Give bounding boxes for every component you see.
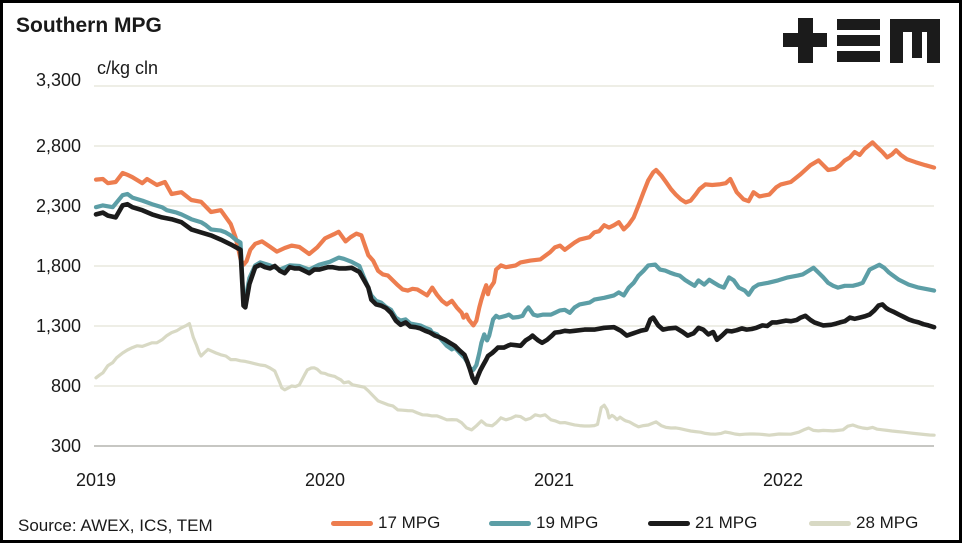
series-line-28-mpg [94, 322, 936, 437]
x-tick-label: 2022 [762, 470, 804, 490]
y-tick-label: 800 [50, 376, 81, 396]
y-axis-unit-label: c/kg cln [97, 58, 159, 78]
source-note: Source: AWEX, ICS, TEM [18, 516, 213, 535]
legend-label-21-mpg: 21 MPG [695, 513, 758, 532]
y-tick-label: 3,300 [35, 70, 81, 90]
y-tick-label: 2,800 [35, 136, 81, 156]
series-line-17-mpg [93, 140, 937, 328]
legend-swatch-19-mpg [489, 520, 531, 526]
series-line-21-mpg [93, 201, 937, 386]
line-chart [93, 85, 937, 447]
legend-item-21-mpg: 21 MPG [648, 513, 757, 533]
legend-item-19-mpg: 19 MPG [489, 513, 598, 533]
legend-item-28-mpg: 28 MPG [809, 513, 918, 533]
legend-label-19-mpg: 19 MPG [536, 513, 599, 532]
tem-logo [783, 18, 940, 63]
y-tick-label: 300 [50, 436, 81, 456]
y-tick-label: 1,800 [35, 256, 81, 276]
y-tick-label: 1,300 [35, 316, 81, 336]
x-tick-label: 2021 [533, 470, 575, 490]
legend-label-28-mpg: 28 MPG [856, 513, 919, 532]
legend-swatch-28-mpg [809, 520, 851, 526]
y-tick-label: 2,300 [35, 196, 81, 216]
legend-swatch-17-mpg [331, 520, 373, 526]
x-tick-label: 2019 [75, 470, 117, 490]
x-tick-label: 2020 [304, 470, 346, 490]
legend-swatch-21-mpg [648, 520, 690, 526]
page-title: Southern MPG [16, 14, 162, 37]
legend-item-17-mpg: 17 MPG [331, 513, 440, 533]
legend-label-17-mpg: 17 MPG [378, 513, 441, 532]
